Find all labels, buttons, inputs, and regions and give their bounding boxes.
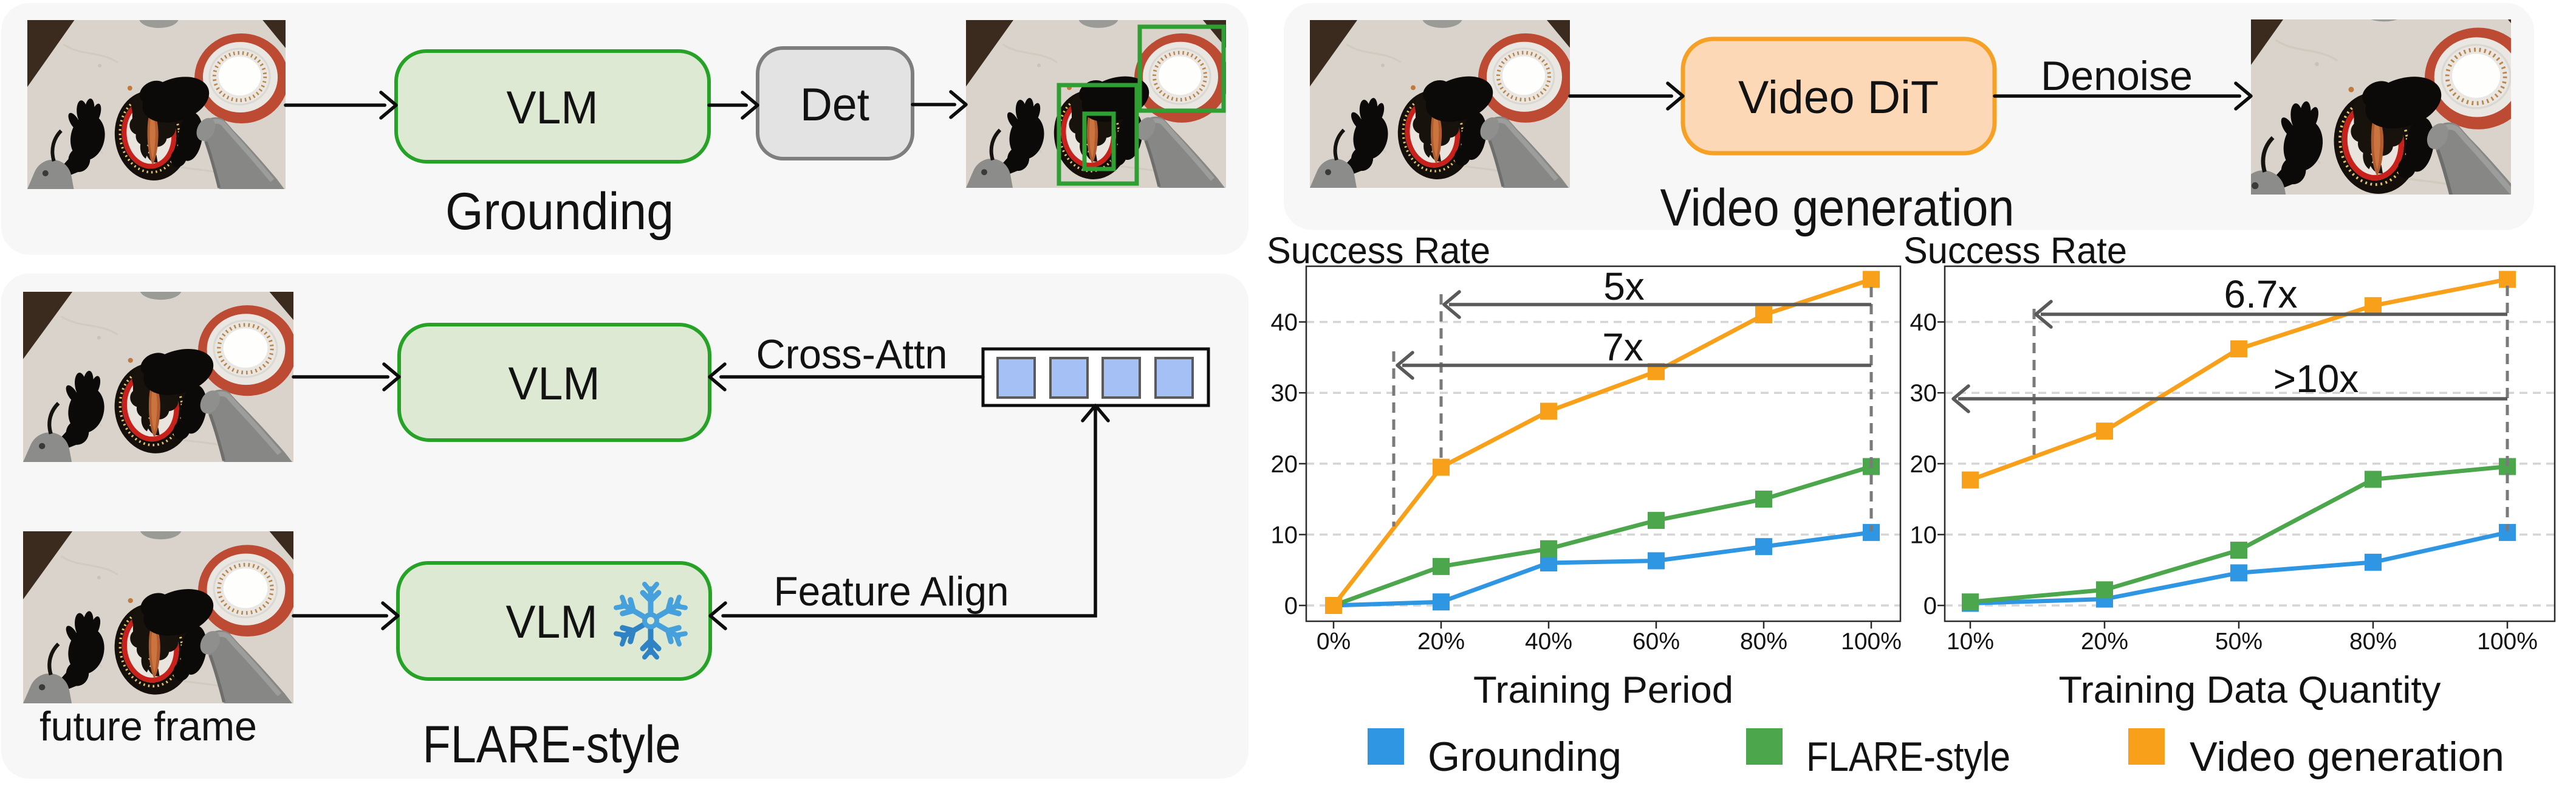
svg-text:Grounding: Grounding <box>1428 734 1622 780</box>
svg-text:VLM: VLM <box>506 596 598 648</box>
svg-text:50%: 50% <box>2215 629 2263 655</box>
svg-text:Cross-Attn: Cross-Attn <box>756 331 948 377</box>
svg-text:30: 30 <box>1271 380 1298 407</box>
svg-text:Video generation: Video generation <box>1660 179 2015 237</box>
svg-text:20%: 20% <box>2081 629 2128 655</box>
svg-text:6.7x: 6.7x <box>2224 272 2298 316</box>
svg-text:40: 40 <box>1271 309 1298 336</box>
svg-text:7x: 7x <box>1602 325 1643 369</box>
svg-text:0: 0 <box>1284 593 1298 619</box>
svg-text:80%: 80% <box>2349 629 2397 655</box>
svg-text:20%: 20% <box>1417 629 1465 655</box>
svg-text:10%: 10% <box>1947 629 1994 655</box>
svg-text:Det: Det <box>800 79 869 131</box>
svg-text:Video DiT: Video DiT <box>1738 72 1939 123</box>
svg-text:Denoise: Denoise <box>2041 53 2193 99</box>
svg-text:0%: 0% <box>1317 629 1351 655</box>
svg-text:Training Data Quantity: Training Data Quantity <box>2059 669 2441 711</box>
svg-text:VLM: VLM <box>507 82 598 134</box>
svg-text:FLARE-style: FLARE-style <box>423 715 681 774</box>
svg-text:FLARE-style: FLARE-style <box>1806 734 2010 780</box>
svg-text:Grounding: Grounding <box>445 182 674 241</box>
svg-text:10: 10 <box>1271 522 1298 548</box>
svg-text:20: 20 <box>1271 451 1298 478</box>
svg-text:100%: 100% <box>1841 629 1902 655</box>
svg-text:future frame: future frame <box>39 703 257 750</box>
svg-text:Success Rate: Success Rate <box>1903 230 2127 271</box>
svg-text:5x: 5x <box>1603 264 1645 308</box>
svg-text:0: 0 <box>1923 593 1937 619</box>
svg-text:40: 40 <box>1910 309 1937 336</box>
svg-text:>10x: >10x <box>2273 357 2359 401</box>
svg-text:40%: 40% <box>1525 629 1572 655</box>
svg-text:30: 30 <box>1910 380 1937 407</box>
svg-text:60%: 60% <box>1632 629 1680 655</box>
svg-text:80%: 80% <box>1740 629 1787 655</box>
svg-text:20: 20 <box>1910 451 1937 478</box>
svg-text:Training Period: Training Period <box>1473 669 1733 711</box>
svg-text:VLM: VLM <box>509 358 600 410</box>
svg-text:100%: 100% <box>2477 629 2538 655</box>
svg-text:Video generation: Video generation <box>2190 734 2504 780</box>
svg-text:10: 10 <box>1910 522 1937 548</box>
svg-text:Feature Align: Feature Align <box>774 568 1009 615</box>
svg-text:Success Rate: Success Rate <box>1267 230 1490 271</box>
